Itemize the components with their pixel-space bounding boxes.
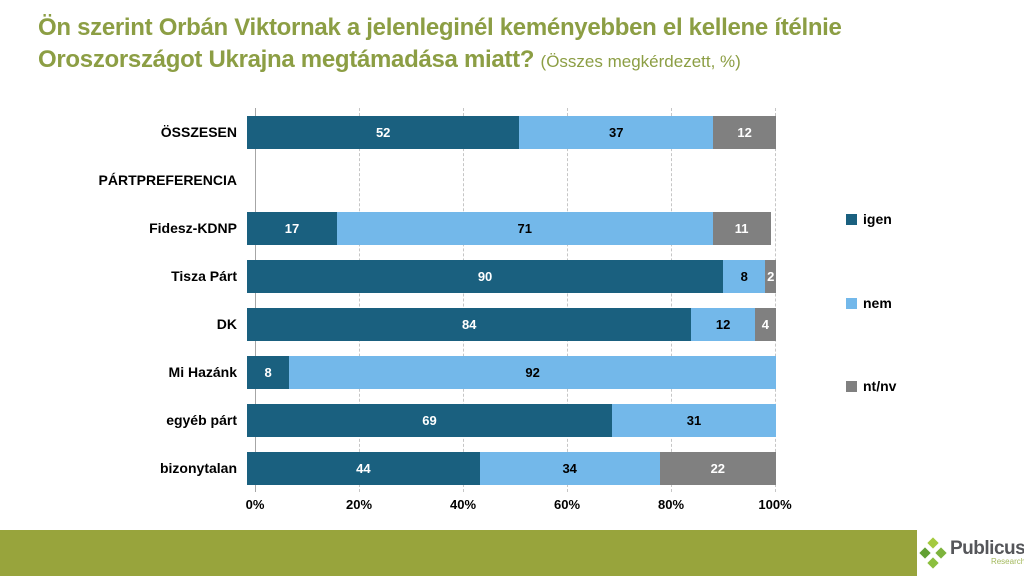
stacked-bar: 69 31 xyxy=(247,403,776,437)
x-tick-label: 100% xyxy=(758,497,792,512)
legend-item-nem: nem xyxy=(846,295,892,311)
title-suffix: (Összes megkérdezett, %) xyxy=(540,52,741,71)
bar-row: ÖSSZESEN 52 37 12 xyxy=(0,108,776,156)
bar-segment-nem: 31 xyxy=(612,403,776,437)
bar-segment-nt-nv: 2 xyxy=(765,259,776,293)
x-tick-label: 60% xyxy=(553,497,581,512)
legend-label: nem xyxy=(863,295,892,311)
bar-row: bizonytalan 44 34 22 xyxy=(0,444,776,492)
legend-swatch-icon xyxy=(846,297,857,309)
x-axis: 0% 20% 40% 60% 80% 100% xyxy=(246,497,792,517)
category-label: Fidesz-KDNP xyxy=(149,220,237,236)
footer-bar xyxy=(0,530,917,576)
plot-gridlines xyxy=(255,108,776,492)
category-label: Tisza Párt xyxy=(171,268,237,284)
gridline-40% xyxy=(463,108,464,492)
bar-segment-igen: 17 xyxy=(247,211,337,245)
brand-name: Publicus xyxy=(950,538,1024,559)
legend-item-igen: igen xyxy=(846,211,892,227)
gridline-100% xyxy=(775,108,776,492)
gridline-80% xyxy=(671,108,672,492)
logo-diamond-bottom xyxy=(927,557,939,569)
bar-row: PÁRTPREFERENCIA xyxy=(0,156,776,204)
logo-text: Publicus Research xyxy=(950,538,1024,566)
brand-subtitle: Research xyxy=(990,557,1024,566)
bar-segment-nt-nv: 11 xyxy=(712,211,771,245)
bar-segment-nem: 92 xyxy=(289,355,776,389)
category-label: egyéb párt xyxy=(166,412,237,428)
bar-segment-igen: 52 xyxy=(247,115,520,149)
legend-item-nt-nv: nt/nv xyxy=(846,378,896,394)
publicus-logo-icon xyxy=(919,537,947,569)
bar-row: DK 84 12 4 xyxy=(0,300,776,348)
category-label: Mi Hazánk xyxy=(168,364,237,380)
bar-segment-nem: 71 xyxy=(336,211,713,245)
stacked-bar: 84 12 4 xyxy=(247,307,776,341)
stacked-bar: 8 92 xyxy=(247,355,776,389)
gridline-20% xyxy=(359,108,360,492)
x-tick-label: 20% xyxy=(345,497,373,512)
bar-segment-nem: 8 xyxy=(723,259,766,293)
title-line-2: Oroszországot Ukrajna megtámadása miatt?… xyxy=(38,44,998,78)
gridline-0% xyxy=(255,108,256,492)
legend-label: nt/nv xyxy=(863,378,897,394)
title-question: Oroszországot Ukrajna megtámadása miatt? xyxy=(38,46,535,73)
bar-segment-igen: 84 xyxy=(247,307,692,341)
bar-segment-nt-nv: 22 xyxy=(659,451,776,485)
bar-row: egyéb párt 69 31 xyxy=(0,396,776,444)
bar-segment-nt-nv: 12 xyxy=(713,115,776,149)
bar-segment-igen: 90 xyxy=(247,259,724,293)
bar-row: Mi Hazánk 8 92 xyxy=(0,348,776,396)
x-tick-label: 0% xyxy=(245,497,265,512)
category-label: PÁRTPREFERENCIA xyxy=(98,172,237,188)
footer-logo: Publicus Research xyxy=(917,530,1024,576)
logo-diamond-left xyxy=(919,547,931,559)
bar-segment-nt-nv: 4 xyxy=(754,307,776,341)
x-tick-label: 80% xyxy=(657,497,685,512)
bar-segment-igen: 69 xyxy=(247,403,612,437)
bar-segment-igen: 8 xyxy=(247,355,290,389)
logo-diamond-right xyxy=(935,547,947,559)
logo-diamond-top xyxy=(927,537,939,549)
legend-swatch-icon xyxy=(846,213,857,225)
chart-title: Ön szerint Orbán Viktornak a jelenleginé… xyxy=(38,12,998,78)
legend-swatch-icon xyxy=(846,380,857,392)
title-line-1: Ön szerint Orbán Viktornak a jelenleginé… xyxy=(38,14,842,41)
stacked-bar: 17 71 11 xyxy=(247,211,776,245)
chart-rows: ÖSSZESEN 52 37 12 PÁRTPREFERENCIA Fidesz-KDNP… xyxy=(0,108,776,492)
bar-row: Fidesz-KDNP 17 71 11 xyxy=(0,204,776,252)
stacked-bar xyxy=(247,164,776,197)
bar-segment-nem: 12 xyxy=(691,307,755,341)
category-label: DK xyxy=(216,316,237,332)
bar-segment-nem: 34 xyxy=(479,451,660,485)
legend-label: igen xyxy=(863,211,892,227)
category-label: bizonytalan xyxy=(159,460,237,476)
bar-row: Tisza Párt 90 8 2 xyxy=(0,252,776,300)
category-label: ÖSSZESEN xyxy=(160,124,237,140)
gridline-60% xyxy=(567,108,568,492)
x-tick-label: 40% xyxy=(449,497,477,512)
stacked-bar: 90 8 2 xyxy=(247,259,776,293)
bar-segment-igen: 44 xyxy=(247,451,480,485)
bar-segment-nem: 37 xyxy=(519,115,714,149)
stacked-bar: 44 34 22 xyxy=(247,451,776,485)
stacked-bar: 52 37 12 xyxy=(247,115,776,149)
